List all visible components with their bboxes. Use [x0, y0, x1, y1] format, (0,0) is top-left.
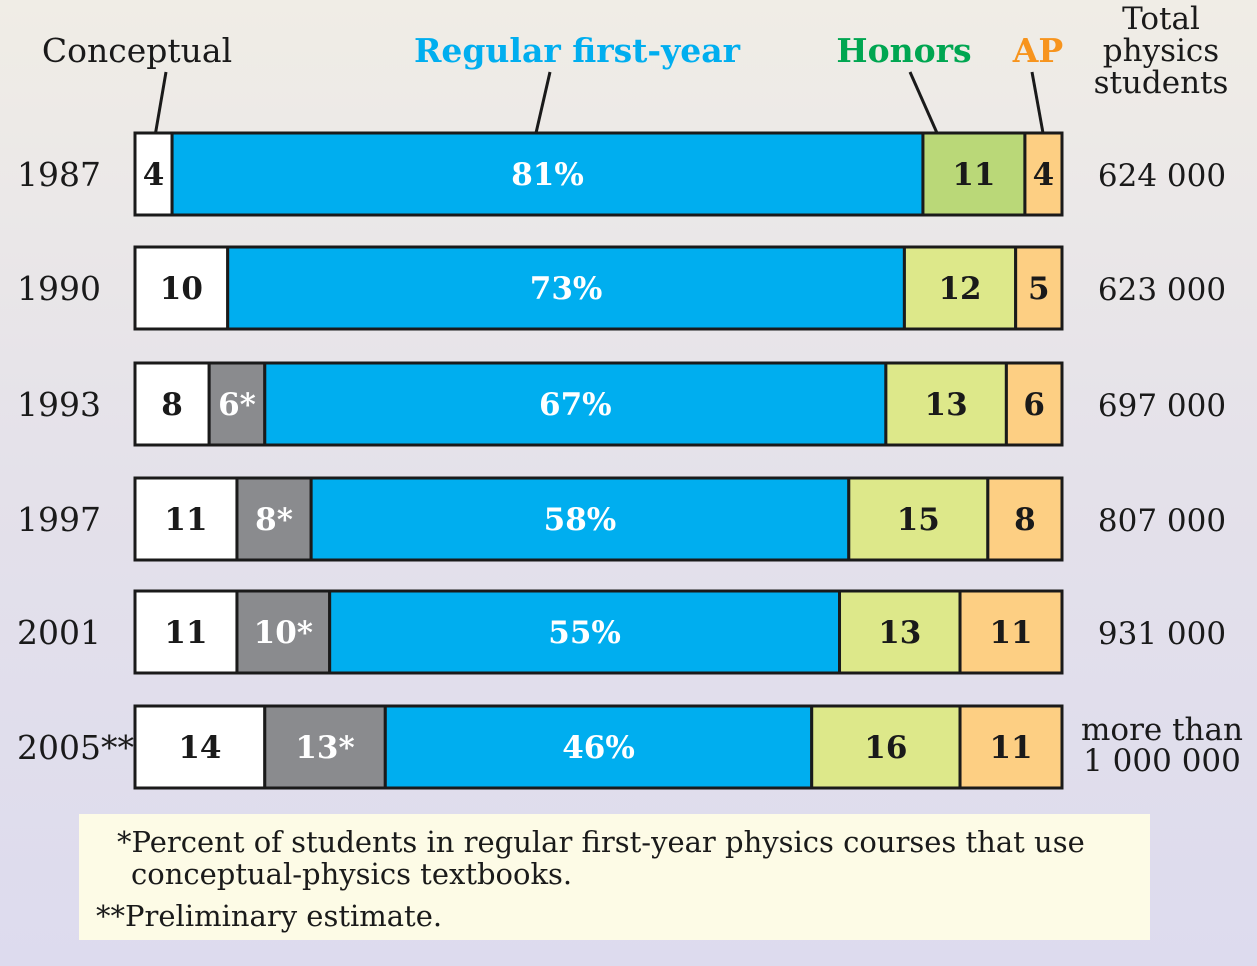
data-label: 10*	[254, 615, 313, 651]
data-label: 8	[1014, 502, 1036, 538]
year-label: 2001	[17, 613, 101, 652]
leader-line	[154, 71, 168, 134]
year-label: 1993	[17, 385, 101, 424]
leader-line	[1030, 71, 1045, 134]
data-label: 6	[1023, 387, 1045, 423]
totals-header-line: physics	[1103, 33, 1219, 69]
total-value: 807 000	[1098, 503, 1226, 539]
data-label: 6*	[218, 387, 256, 423]
data-label: 5	[1028, 271, 1050, 307]
year-label: 1990	[17, 269, 101, 308]
data-label: 58%	[544, 502, 617, 538]
bar-row-4: 2001 11 10* 55% 13 11	[17, 589, 1064, 675]
data-label: 73%	[530, 271, 603, 307]
total-value: 624 000	[1098, 158, 1226, 194]
data-label: 16	[864, 730, 907, 766]
bar-segment-ap	[1014, 245, 1064, 331]
data-label: 81%	[511, 157, 584, 193]
bar-frame	[133, 704, 1064, 790]
bar-segment-ap	[958, 704, 1064, 790]
totals-header-line: students	[1094, 65, 1229, 101]
bar-segment-conceptual-textbook	[207, 361, 267, 447]
bar-frame	[133, 476, 1064, 562]
footnote-box: *Percent of students in regular first-ye…	[79, 814, 1150, 940]
data-label: 11	[989, 730, 1032, 766]
bar-frame	[133, 361, 1064, 447]
bar-frame	[133, 245, 1064, 331]
bar-segment-honors	[847, 476, 990, 562]
footnote-1-line-2: conceptual-physics textbooks.	[131, 857, 573, 891]
total-value: 697 000	[1098, 388, 1226, 424]
bars: 1987 4 81% 11 4 1990 10 73% 12 5 1993 8 6* 67% 13 6 1997…	[17, 131, 1064, 790]
bar-frame	[133, 131, 1064, 217]
total-value: more than	[1081, 712, 1243, 748]
data-label: 4	[1033, 157, 1055, 193]
totals-header-line: Total	[1122, 1, 1200, 37]
legend-regular: Regular first-year	[414, 31, 741, 70]
bar-segment-conceptual-textbook	[263, 704, 387, 790]
legend-conceptual: Conceptual	[42, 31, 232, 70]
bar-row-2: 1993 8 6* 67% 13 6	[17, 361, 1064, 447]
data-label: 14	[178, 730, 221, 766]
total-value: 931 000	[1098, 616, 1226, 652]
bar-segment-conceptual	[133, 131, 174, 217]
data-label: 8	[161, 387, 183, 423]
data-label: 10	[160, 271, 203, 307]
bar-row-0: 1987 4 81% 11 4	[17, 131, 1064, 217]
data-label: 11	[164, 615, 207, 651]
data-label: 15	[897, 502, 940, 538]
leader-line	[908, 71, 939, 134]
legend-ap: AP	[1012, 31, 1063, 70]
data-label: 11	[164, 502, 207, 538]
data-label: 8*	[255, 502, 293, 538]
totals-column: 624 000 623 000 697 000 807 000 931 000 more …	[1081, 158, 1243, 779]
data-label: 67%	[539, 387, 612, 423]
year-label: 1987	[17, 155, 101, 194]
bar-row-1: 1990 10 73% 12 5	[17, 245, 1064, 331]
data-label: 12	[938, 271, 981, 307]
bar-row-5: 2005** 14 13* 46% 16 11	[17, 704, 1064, 790]
footnote-1-line-1: *Percent of students in regular first-ye…	[117, 825, 1085, 859]
footnote-2: **Preliminary estimate.	[96, 899, 443, 933]
leader-line	[534, 71, 552, 134]
data-label: 11	[989, 615, 1032, 651]
data-label: 13*	[295, 730, 354, 766]
total-value: 1 000 000	[1083, 743, 1241, 779]
total-value: 623 000	[1098, 272, 1226, 308]
year-label: 1997	[17, 500, 101, 539]
bar-segment-honors	[884, 361, 1008, 447]
bar-frame	[133, 589, 1064, 675]
data-label: 55%	[548, 615, 621, 651]
data-label: 13	[925, 387, 968, 423]
data-label: 11	[952, 157, 995, 193]
year-label: 2005**	[17, 728, 134, 767]
bar-row-3: 1997 11 8* 58% 15 8	[17, 476, 1064, 562]
legend-honors: Honors	[836, 31, 971, 70]
data-label: 13	[878, 615, 921, 651]
data-label: 46%	[562, 730, 635, 766]
data-label: 4	[143, 157, 165, 193]
